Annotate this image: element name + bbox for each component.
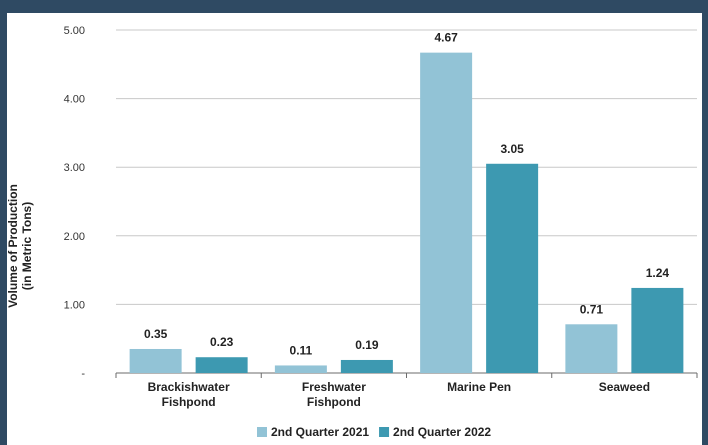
- y-tick-label: 1.00: [64, 299, 85, 311]
- data-label: 0.71: [580, 302, 604, 316]
- y-tick-label: 4.00: [64, 94, 85, 106]
- data-label: 0.19: [355, 338, 379, 352]
- legend-label: 2nd Quarter 2022: [393, 425, 491, 439]
- bar-2021: [420, 52, 473, 373]
- x-category-label: Brackishwater Fishpond: [148, 380, 230, 409]
- y-tick-label: -: [81, 368, 85, 380]
- legend-swatch-2022: [379, 427, 390, 437]
- data-label: 4.67: [434, 31, 458, 45]
- x-category-label: Marine Pen: [447, 380, 511, 394]
- y-axis-title: Volume of Production(in Metric Tons): [7, 184, 34, 308]
- bar-2022: [486, 163, 539, 373]
- y-tick-label: 3.00: [64, 162, 85, 174]
- x-category-label: Freshwater Fishpond: [302, 380, 366, 409]
- data-label: 0.35: [144, 327, 168, 341]
- y-tick-label: 2.00: [64, 231, 85, 243]
- bar-2022: [195, 357, 248, 373]
- data-label: 0.23: [210, 335, 234, 349]
- data-label: 3.05: [500, 142, 524, 156]
- y-tick-label: 5.00: [64, 25, 85, 37]
- bar-2021: [274, 365, 327, 373]
- legend-swatch-2021: [257, 427, 267, 437]
- data-label: 0.11: [290, 343, 313, 357]
- data-label: 1.24: [646, 266, 670, 280]
- bar-chart: - 1.00 2.00 3.00 4.00 5.00 0.35 0.23 Brackishwat…: [7, 25, 698, 439]
- legend-label: 2nd Quarter 2021: [271, 425, 369, 439]
- bar-2021: [565, 324, 618, 373]
- bar-2022: [631, 287, 684, 373]
- chart-frame: - 1.00 2.00 3.00 4.00 5.00 0.35 0.23 Brackishwat…: [7, 13, 702, 445]
- bar-2021: [129, 348, 182, 373]
- bar-2022: [340, 359, 393, 373]
- x-category-label: Seaweed: [599, 380, 650, 394]
